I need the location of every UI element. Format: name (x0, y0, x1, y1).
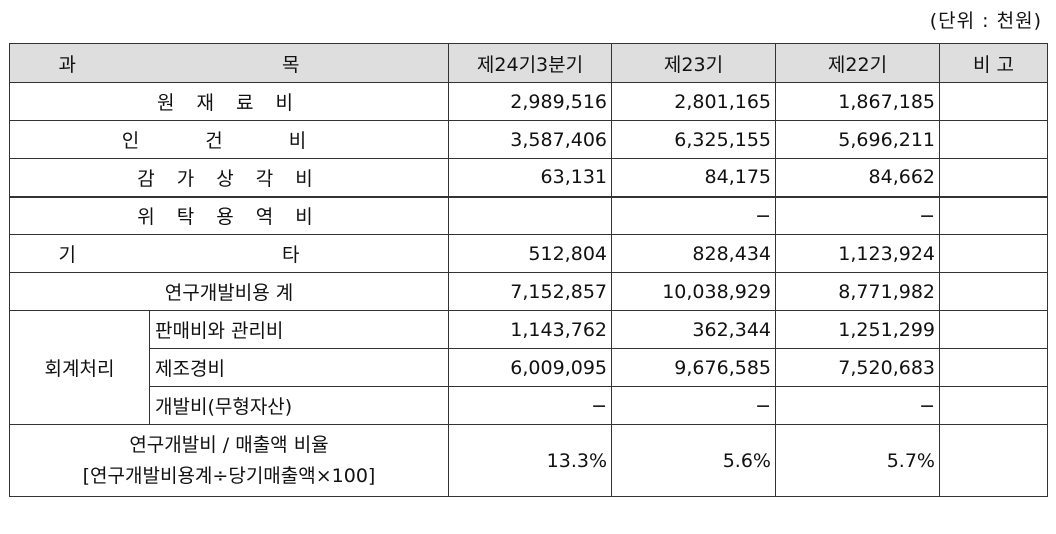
cell-value: 13.3% (448, 424, 612, 497)
table-row: 감 가 상 각 비 63,131 84,175 84,662 (9, 158, 1048, 197)
cell-value: 9,676,585 (611, 348, 776, 387)
ratio-label-line1: 연구개발비 / 매출액 비율 (129, 433, 329, 456)
row-label-mfg: 제조경비 (149, 348, 449, 387)
row-label-labor: 인 건 비 (9, 120, 449, 159)
table-row: 위 탁 용 역 비 − − (9, 195, 1048, 235)
cell-note (939, 158, 1048, 197)
row-label-ratio: 연구개발비 / 매출액 비율 [연구개발비용계÷당기매출액×100] (9, 424, 449, 497)
cell-note (939, 386, 1048, 425)
cell-value: 1,143,762 (448, 310, 612, 349)
header-col2: 제23기 (611, 43, 776, 83)
cell-value: − (775, 386, 940, 425)
cell-note (939, 120, 1048, 159)
cell-value: 828,434 (611, 234, 776, 273)
table-row: 연구개발비 / 매출액 비율 [연구개발비용계÷당기매출액×100] 13.3%… (9, 424, 1048, 497)
row-label-outsourcing: 위 탁 용 역 비 (9, 195, 449, 235)
cell-note (939, 348, 1048, 387)
cell-value: 84,662 (775, 158, 940, 197)
row-label-raw-materials: 원 재 료 비 (9, 82, 449, 121)
row-label-dev: 개발비(무형자산) (149, 386, 449, 425)
table-row: 원 재 료 비 2,989,516 2,801,165 1,867,185 (9, 82, 1048, 121)
cell-note (939, 310, 1048, 349)
cell-value: 1,251,299 (775, 310, 940, 349)
table-row: 인 건 비 3,587,406 6,325,155 5,696,211 (9, 120, 1048, 159)
table-row: 연구개발비용 계 7,152,857 10,038,929 8,771,982 (9, 272, 1048, 311)
cell-value: 6,009,095 (448, 348, 612, 387)
cell-note (939, 234, 1048, 273)
table-row: 제조경비 6,009,095 9,676,585 7,520,683 (10, 348, 1048, 387)
table-row: 개발비(무형자산) − − − (10, 386, 1048, 425)
cell-value: 3,587,406 (448, 120, 612, 159)
cell-value: 1,867,185 (775, 82, 940, 121)
cell-value: 63,131 (448, 158, 612, 197)
cell-value: 5.6% (611, 424, 776, 497)
row-label-total: 연구개발비용 계 (9, 272, 449, 311)
header-note: 비 고 (939, 43, 1048, 83)
cell-note (939, 272, 1048, 311)
header-col1: 제24기3분기 (448, 43, 612, 83)
ratio-label-line2: [연구개발비용계÷당기매출액×100] (82, 464, 376, 487)
cell-value: 7,520,683 (775, 348, 940, 387)
accounting-group-label: 회계처리 (9, 310, 150, 425)
cell-note (939, 82, 1048, 121)
header-col3: 제22기 (775, 43, 940, 83)
cell-note (939, 424, 1048, 497)
cell-value: 5,696,211 (775, 120, 940, 159)
cell-value: 10,038,929 (611, 272, 776, 311)
cell-note (939, 195, 1048, 235)
cell-value: 6,325,155 (611, 120, 776, 159)
row-label-other: 기 타 (9, 234, 449, 273)
cell-value: − (611, 195, 776, 235)
header-subject: 과 목 (9, 43, 449, 83)
cell-value: 362,344 (611, 310, 776, 349)
cell-value: − (448, 386, 612, 425)
row-label-sga: 판매비와 관리비 (149, 310, 449, 349)
cell-value: 84,175 (611, 158, 776, 197)
table-row: 회계처리 판매비와 관리비 1,143,762 362,344 1,251,29… (9, 310, 1048, 425)
rd-expense-table: 과 목 제24기3분기 제23기 제22기 비 고 원 재 료 비 2,989,… (9, 43, 1048, 497)
cell-value: − (611, 386, 776, 425)
cell-value: 8,771,982 (775, 272, 940, 311)
table-row: 기 타 512,804 828,434 1,123,924 (9, 234, 1048, 273)
cell-value: 5.7% (775, 424, 940, 497)
cell-value (448, 195, 612, 235)
cell-value: 7,152,857 (448, 272, 612, 311)
cell-value: − (775, 195, 940, 235)
header-row: 과 목 제24기3분기 제23기 제22기 비 고 (9, 43, 1048, 83)
unit-note: (단위 : 천원) (929, 10, 1042, 32)
row-label-depreciation: 감 가 상 각 비 (9, 158, 449, 197)
cell-value: 1,123,924 (775, 234, 940, 273)
cell-value: 512,804 (448, 234, 612, 273)
cell-value: 2,989,516 (448, 82, 612, 121)
cell-value: 2,801,165 (611, 82, 776, 121)
